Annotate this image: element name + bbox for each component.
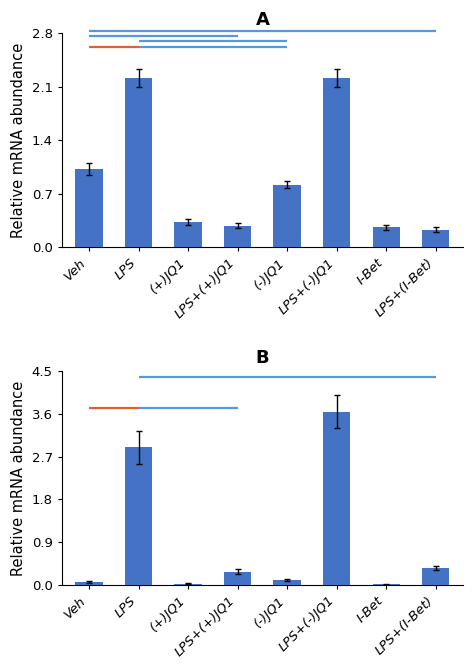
- Bar: [125, 447, 152, 585]
- Bar: [75, 170, 103, 247]
- Y-axis label: Relative mRNA abundance: Relative mRNA abundance: [11, 381, 26, 576]
- Bar: [323, 78, 350, 247]
- Title: B: B: [255, 349, 269, 367]
- Bar: [273, 580, 301, 585]
- Bar: [422, 568, 449, 585]
- Bar: [75, 582, 103, 585]
- Bar: [224, 226, 251, 247]
- Bar: [125, 78, 152, 247]
- Bar: [273, 184, 301, 247]
- Bar: [373, 227, 400, 247]
- Bar: [174, 222, 202, 247]
- Title: A: A: [255, 11, 269, 29]
- Bar: [174, 584, 202, 585]
- Bar: [323, 411, 350, 585]
- Bar: [224, 572, 251, 585]
- Bar: [422, 230, 449, 247]
- Y-axis label: Relative mRNA abundance: Relative mRNA abundance: [11, 43, 26, 238]
